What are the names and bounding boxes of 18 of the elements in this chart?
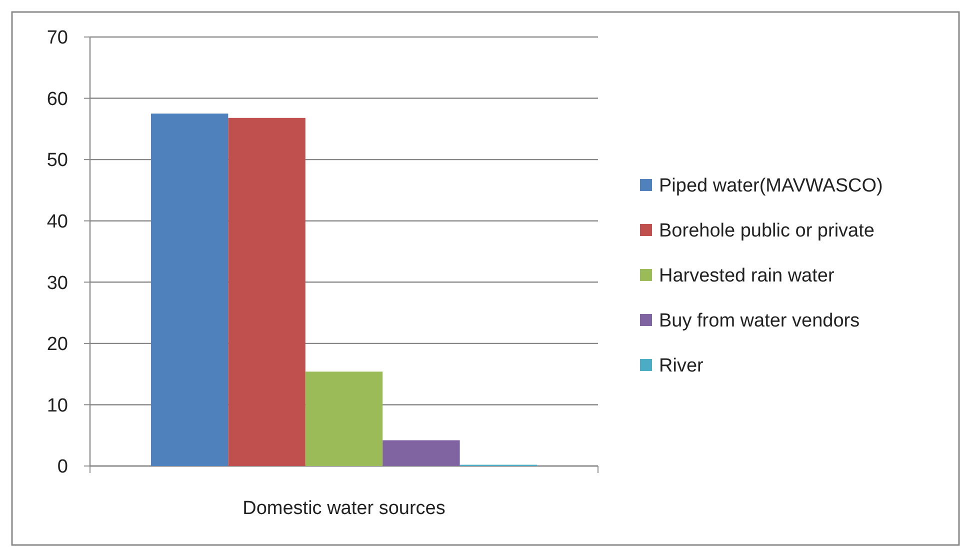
y-tick-label: 30 xyxy=(46,272,68,294)
y-tick-label: 70 xyxy=(46,28,68,49)
legend-label: Piped water(MAVWASCO) xyxy=(659,176,883,197)
y-tick-label: 50 xyxy=(46,150,68,172)
bar xyxy=(305,372,383,466)
y-tick-label: 10 xyxy=(46,395,68,416)
legend-label: Harvested rain water xyxy=(659,266,835,287)
bar xyxy=(382,440,460,466)
y-tick-label: 0 xyxy=(57,456,68,478)
legend-label: Buy from water vendors xyxy=(659,310,860,332)
y-tick-label: 40 xyxy=(46,212,68,233)
bar xyxy=(228,118,306,466)
y-tick-label: 60 xyxy=(46,88,68,110)
bar xyxy=(150,114,228,466)
y-tick-label: 20 xyxy=(46,334,68,356)
x-tick-label: Domestic water sources xyxy=(242,498,446,519)
legend-label: River xyxy=(659,356,704,377)
legend-label: Borehole public or private xyxy=(659,220,874,242)
